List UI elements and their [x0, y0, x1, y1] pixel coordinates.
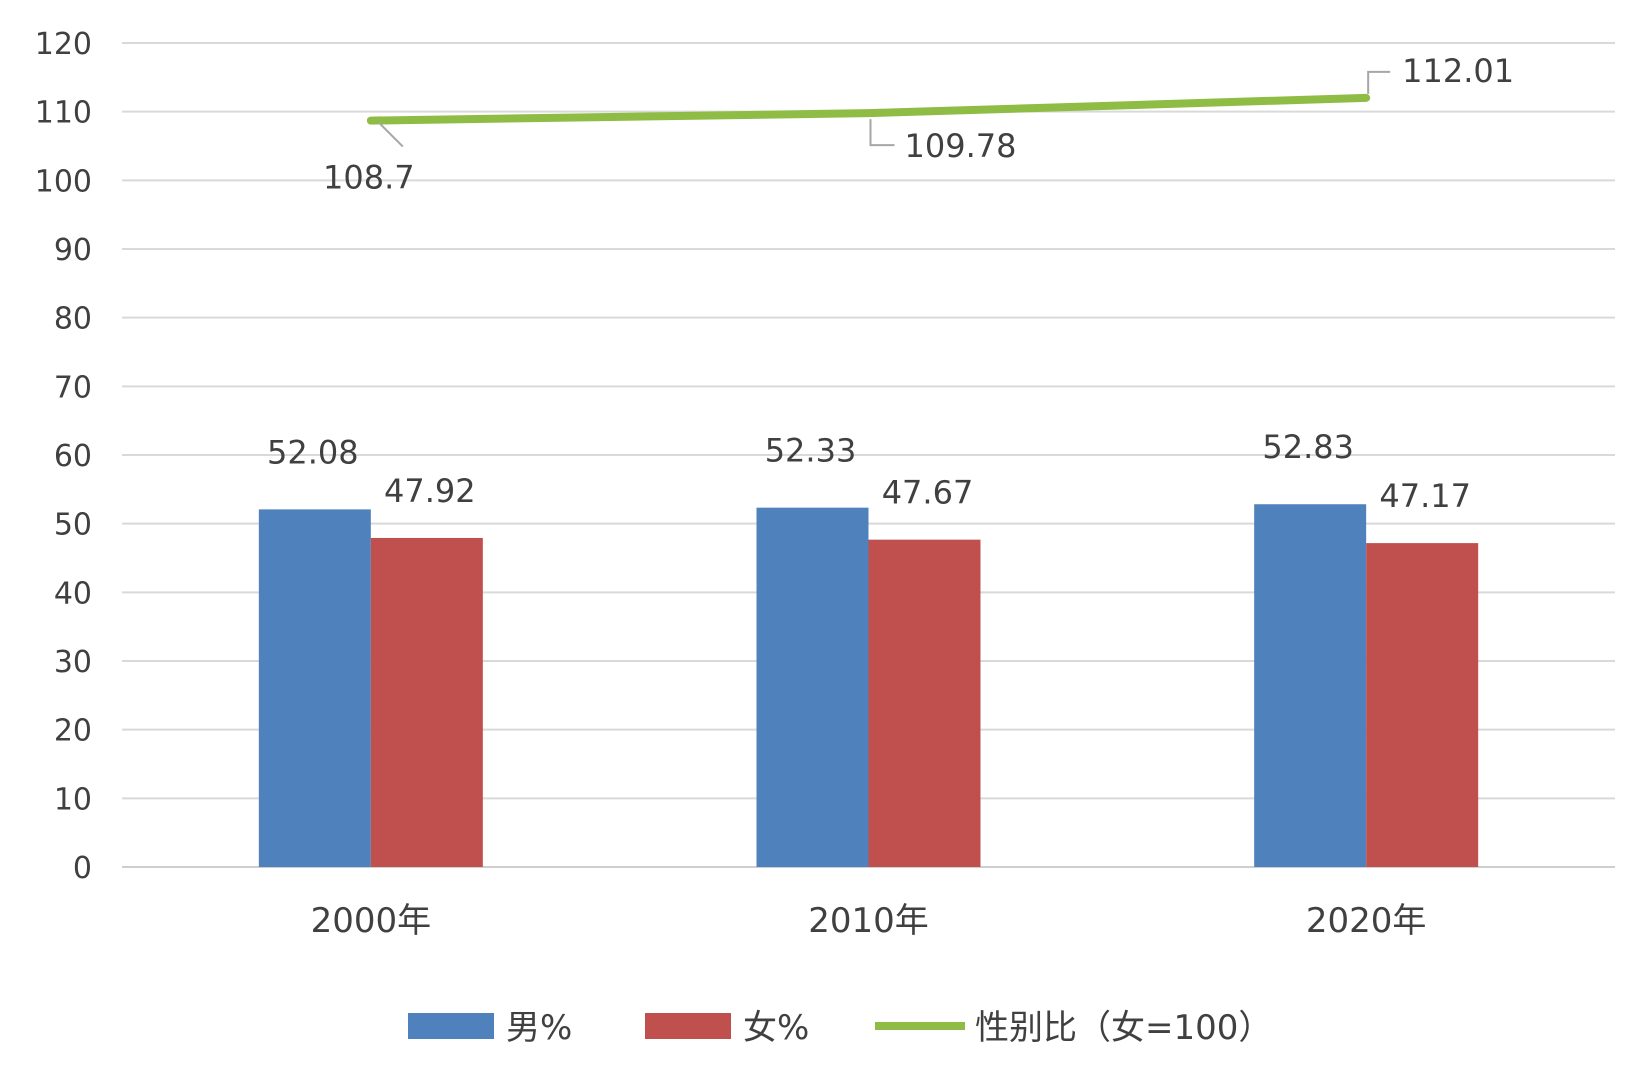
bar-data-label: 52.08: [267, 433, 359, 471]
bar-male: [1254, 504, 1367, 867]
legend-swatch: [408, 1013, 494, 1039]
line-data-label: 109.78: [905, 127, 1017, 165]
label-leader: [1367, 70, 1391, 94]
bar-female: [1366, 543, 1479, 867]
y-tick-label: 80: [54, 302, 92, 337]
x-category-label: 2010年: [808, 901, 929, 941]
y-tick-label: 120: [35, 27, 92, 62]
bar-male: [756, 507, 869, 867]
y-tick-label: 10: [54, 782, 92, 817]
label-leader: [869, 119, 895, 147]
y-tick-label: 90: [54, 233, 92, 268]
sex-ratio-line: [366, 70, 1391, 148]
bar-female: [868, 539, 981, 867]
legend-label: 女%: [743, 1008, 809, 1048]
x-category-label: 2000年: [311, 901, 432, 941]
bar-data-label: 47.17: [1379, 477, 1471, 515]
y-tick-label: 70: [54, 370, 92, 405]
y-tick-label: 110: [35, 96, 92, 131]
bar-data-label: 47.92: [384, 472, 476, 510]
data-labels: 52.08 52.33 52.83 47.92 47.67 47.17 108.7 109.7…: [267, 52, 1514, 515]
sex-ratio-polyline: [366, 93, 1371, 125]
y-tick-label: 50: [54, 508, 92, 543]
y-tick-label: 60: [54, 439, 92, 474]
y-tick-label: 100: [35, 164, 92, 199]
bar-data-label: 52.33: [765, 432, 857, 470]
y-tick-label: 40: [54, 576, 92, 611]
y-tick-label: 30: [54, 645, 92, 680]
legend-label: 男%: [506, 1008, 572, 1048]
bar-female: [370, 537, 483, 867]
bars: [258, 504, 1479, 867]
bar-data-label: 52.83: [1262, 428, 1354, 466]
y-axis-tick-labels: 0 10 20 30 40 50 60 70 80 90 100 110 120: [35, 27, 92, 886]
x-category-label: 2020年: [1306, 901, 1427, 941]
y-tick-label: 0: [73, 851, 92, 886]
bar-male: [258, 509, 371, 867]
legend: 男% 女% 性别比（女=100）: [408, 1008, 1272, 1048]
bar-data-label: 47.67: [882, 474, 974, 512]
legend-label: 性别比（女=100）: [975, 1008, 1272, 1048]
x-axis-category-labels: 2000年 2010年 2020年: [311, 901, 1427, 941]
y-tick-label: 20: [54, 714, 92, 749]
line-data-label: 112.01: [1402, 52, 1514, 90]
label-leader: [378, 121, 404, 148]
legend-swatch: [645, 1013, 731, 1039]
line-data-label: 108.7: [323, 159, 415, 197]
